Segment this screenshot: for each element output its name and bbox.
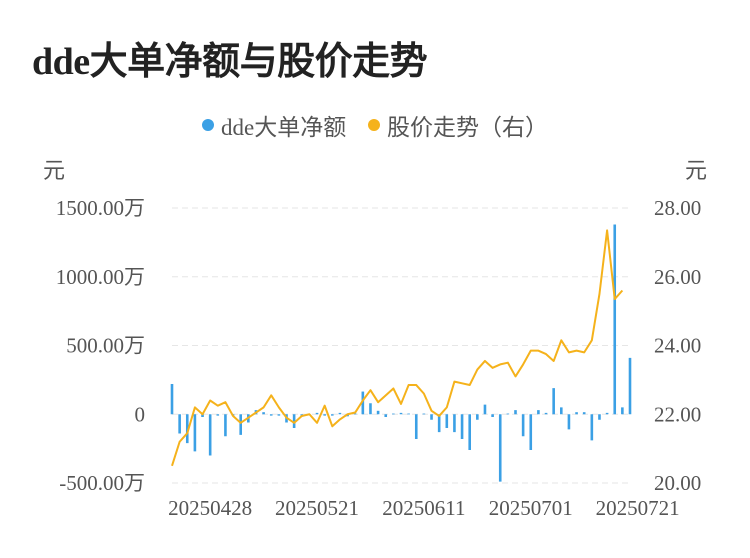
x-axis-tick-label: 20250721 xyxy=(596,496,680,520)
dde-bar xyxy=(476,414,479,420)
dde-bar xyxy=(598,414,601,420)
dde-bar xyxy=(338,412,342,415)
dde-bar xyxy=(590,414,594,441)
dde-bar xyxy=(376,410,380,415)
dde-bar xyxy=(185,414,189,444)
chart-legend: dde大单净额 股价走势（右） xyxy=(0,108,750,142)
dde-bar xyxy=(460,414,464,439)
dde-bar xyxy=(361,391,365,415)
right-axis-tick-label: 26.00 xyxy=(654,265,701,289)
right-axis-tick-label: 22.00 xyxy=(654,402,701,426)
dde-bar xyxy=(399,412,403,415)
dde-bar xyxy=(170,384,174,415)
dde-bar xyxy=(392,413,395,415)
left-axis-tick-label: 1500.00万 xyxy=(56,196,145,220)
grid-layer xyxy=(172,207,630,484)
dde-bar xyxy=(605,412,609,415)
dde-bar xyxy=(621,407,624,415)
right-axis-unit: 元 xyxy=(685,158,707,183)
dde-bar xyxy=(292,414,296,428)
left-axis-tick-label: 1000.00万 xyxy=(56,265,145,289)
dde-bar xyxy=(582,412,586,415)
dde-bar xyxy=(537,410,540,415)
dde-bar xyxy=(468,414,471,450)
dde-bar xyxy=(521,414,525,437)
dde-bar xyxy=(567,414,571,430)
right-axis-tick-label: 20.00 xyxy=(654,471,701,495)
dde-bar xyxy=(331,414,334,416)
dde-bar xyxy=(514,410,517,415)
dde-bar xyxy=(430,414,433,420)
dde-bar xyxy=(178,414,181,434)
dde-bar xyxy=(216,414,220,416)
line-series-layer xyxy=(171,229,624,467)
dde-bar xyxy=(300,414,304,416)
dde-bar xyxy=(552,388,555,415)
dde-bar xyxy=(529,414,533,450)
x-axis-tick-label: 20250521 xyxy=(275,496,359,520)
dde-bar xyxy=(422,413,426,415)
x-axis-tick-label: 20250428 xyxy=(168,496,252,520)
legend-dot-line-icon xyxy=(367,119,380,131)
chart-title: dde大单净额与股价走势 xyxy=(32,41,428,83)
legend-label-dde: dde大单净额 xyxy=(221,115,347,140)
price-line xyxy=(171,229,624,467)
x-axis-tick-label: 20250701 xyxy=(489,496,573,520)
dde-bar xyxy=(575,412,578,415)
dde-bar xyxy=(269,414,273,416)
dde-bar xyxy=(407,413,410,415)
dde-bar xyxy=(201,414,204,417)
right-axis-tick-label: 28.00 xyxy=(654,196,701,220)
dde-bar xyxy=(544,412,548,415)
legend-item-dde[interactable]: dde大单净额 xyxy=(202,108,346,142)
dde-bar xyxy=(193,414,197,452)
dde-bar xyxy=(414,414,418,439)
dde-bar xyxy=(315,412,319,415)
dde-bar xyxy=(491,414,494,417)
dde-bar xyxy=(224,414,227,437)
dde-bar xyxy=(384,414,388,417)
right-axis-tick-label: 24.00 xyxy=(654,334,701,358)
dde-bar xyxy=(560,407,563,415)
x-axis-tick-label: 20250611 xyxy=(382,496,465,520)
dde-bar xyxy=(239,414,242,435)
axis-label-layer: -500.00万 0 500.00万 1000.00万 1500.00万 20.00 22.… xyxy=(43,158,707,520)
legend-dot-bar-icon xyxy=(202,119,215,131)
dde-bar xyxy=(453,414,456,433)
left-axis-unit: 元 xyxy=(43,158,65,183)
dde-bar xyxy=(437,414,441,433)
dde-bar xyxy=(445,414,449,428)
dde-bar xyxy=(277,414,281,416)
bar-series-layer xyxy=(170,224,632,482)
dde-bar xyxy=(506,413,510,415)
dde-bar xyxy=(262,412,265,415)
legend-label-price: 股价走势（右） xyxy=(386,115,548,140)
left-axis-tick-label: -500.00万 xyxy=(59,471,145,495)
dde-bar xyxy=(628,357,632,415)
legend-item-price[interactable]: 股价走势（右） xyxy=(367,108,548,142)
dde-bar xyxy=(323,414,326,416)
dde-bar xyxy=(483,404,487,415)
dde-bar xyxy=(369,403,372,415)
left-axis-tick-label: 500.00万 xyxy=(66,334,145,358)
dde-bar xyxy=(353,413,357,415)
dde-bar xyxy=(613,224,617,415)
left-axis-tick-label: 0 xyxy=(135,402,146,426)
dde-bar xyxy=(498,414,502,482)
dde-bar xyxy=(208,414,212,456)
